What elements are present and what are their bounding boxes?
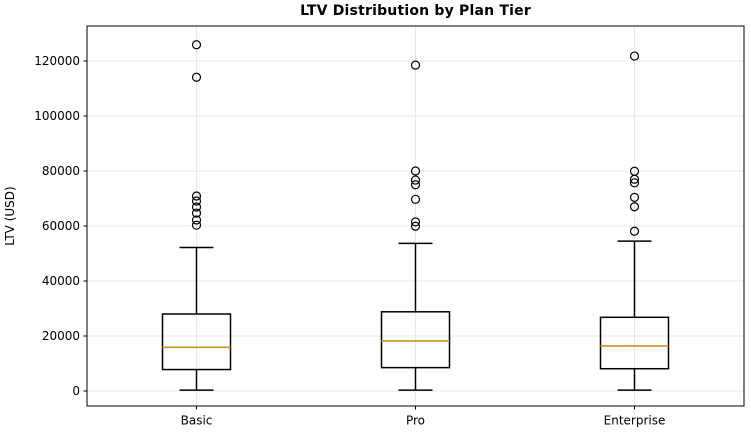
outlier-marker-Pro <box>410 221 421 231</box>
outlier-marker-Pro <box>410 166 421 176</box>
y-tick-label: 20000 <box>42 329 80 343</box>
y-tick-label: 120000 <box>34 54 80 68</box>
outlier-marker-Basic <box>191 72 202 82</box>
outlier-marker-Pro <box>410 60 421 70</box>
outlier-marker-Enterprise <box>629 226 640 236</box>
y-tick-label: 100000 <box>34 109 80 123</box>
chart-title: LTV Distribution by Plan Tier <box>300 3 531 19</box>
iqr-box-Enterprise <box>599 316 670 370</box>
outlier-marker-Enterprise <box>629 192 640 202</box>
outlier-marker-Pro <box>410 194 421 204</box>
iqr-box-Pro <box>380 311 451 369</box>
outlier-marker-Basic <box>191 215 202 225</box>
outlier-marker-Enterprise <box>629 51 640 61</box>
outlier-marker-Basic <box>191 220 202 230</box>
outlier-marker-Basic <box>191 191 202 201</box>
y-tick-label: 0 <box>72 384 80 398</box>
outlier-marker-Basic <box>191 196 202 206</box>
y-tick-label: 80000 <box>42 164 80 178</box>
iqr-box-Basic <box>161 313 232 371</box>
x-tick-label: Enterprise <box>604 414 666 428</box>
y-tick-label: 40000 <box>42 274 80 288</box>
outlier-marker-Enterprise <box>629 202 640 212</box>
x-tick-label: Basic <box>181 414 213 428</box>
outlier-marker-Basic <box>191 40 202 50</box>
y-tick-label: 60000 <box>42 219 80 233</box>
outlier-marker-Pro <box>410 217 421 227</box>
outlier-marker-Basic <box>191 202 202 212</box>
outlier-marker-Enterprise <box>629 178 640 188</box>
outlier-marker-Pro <box>410 180 421 190</box>
outlier-marker-Basic <box>191 208 202 218</box>
x-tick-label: Pro <box>406 414 425 428</box>
outlier-marker-Pro <box>410 175 421 185</box>
outlier-marker-Enterprise <box>629 166 640 176</box>
